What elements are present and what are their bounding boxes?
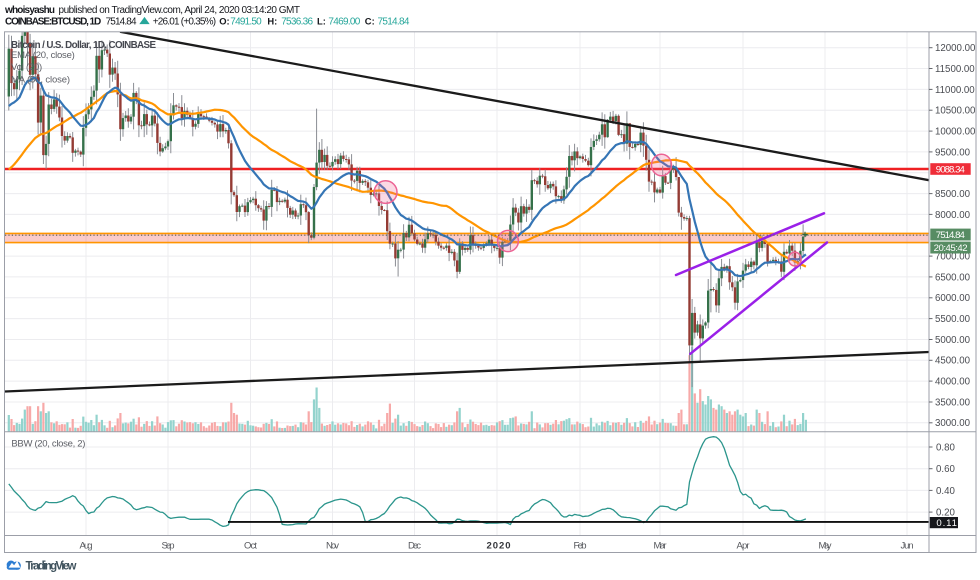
svg-text:3500.00: 3500.00 <box>935 397 971 408</box>
svg-text:O:: O: <box>219 16 229 27</box>
svg-text:Apr: Apr <box>737 540 750 551</box>
svg-text:MA (50, close): MA (50, close) <box>11 74 70 85</box>
svg-text:7000.00: 7000.00 <box>935 252 971 263</box>
svg-text:5000.00: 5000.00 <box>935 335 971 346</box>
svg-text:8500.00: 8500.00 <box>935 189 971 200</box>
svg-text:Mar: Mar <box>654 540 667 551</box>
svg-text:Nov: Nov <box>326 540 339 551</box>
svg-text:7514.84: 7514.84 <box>378 17 410 28</box>
svg-text:0.60: 0.60 <box>936 464 955 475</box>
svg-text:5500.00: 5500.00 <box>935 314 971 325</box>
svg-text:6000.00: 6000.00 <box>935 293 971 304</box>
svg-text:0.11: 0.11 <box>936 518 957 529</box>
svg-text:+26.01 (+0.35%): +26.01 (+0.35%) <box>153 17 216 28</box>
svg-text:BBW (20, close, 2): BBW (20, close, 2) <box>11 439 85 450</box>
svg-text:7536.36: 7536.36 <box>281 17 313 28</box>
svg-text:May: May <box>819 540 832 551</box>
svg-text:11500.00: 11500.00 <box>935 64 975 75</box>
svg-text:9088.34: 9088.34 <box>936 164 966 175</box>
svg-text:TradingView: TradingView <box>26 560 77 572</box>
svg-text:20:45:42: 20:45:42 <box>934 243 968 254</box>
svg-text:H:: H: <box>267 16 277 27</box>
svg-text:3000.00: 3000.00 <box>935 418 971 429</box>
svg-text:4000.00: 4000.00 <box>935 377 971 388</box>
svg-text:C:: C: <box>365 16 375 27</box>
svg-text:6500.00: 6500.00 <box>935 272 971 283</box>
svg-text:10000.00: 10000.00 <box>935 127 976 138</box>
svg-text:9500.00: 9500.00 <box>935 147 971 158</box>
svg-text:Aug: Aug <box>80 540 93 551</box>
svg-text:COINBASE:BTCUSD, 1D: COINBASE:BTCUSD, 1D <box>5 17 101 28</box>
svg-text:7491.50: 7491.50 <box>230 17 262 28</box>
svg-text:L:: L: <box>317 16 326 27</box>
svg-text:published on TradingView.com,: published on TradingView.com, April 24, … <box>59 5 301 16</box>
svg-text:Dec: Dec <box>408 540 421 551</box>
svg-text:EMA (20, close): EMA (20, close) <box>11 50 75 61</box>
svg-text:2020: 2020 <box>487 540 511 551</box>
svg-text:0.40: 0.40 <box>936 486 955 497</box>
svg-text:0.20: 0.20 <box>936 508 955 519</box>
svg-text:7469.00: 7469.00 <box>328 17 360 28</box>
svg-text:Oct: Oct <box>244 540 257 551</box>
svg-text:Sep: Sep <box>162 540 175 551</box>
svg-text:12000.00: 12000.00 <box>935 43 976 54</box>
svg-text:11000.00: 11000.00 <box>935 85 975 96</box>
svg-text:10500.00: 10500.00 <box>935 106 976 117</box>
svg-text:Jun: Jun <box>901 540 914 551</box>
svg-text:7514.84: 7514.84 <box>936 230 966 241</box>
svg-text:0.80: 0.80 <box>936 442 955 453</box>
svg-text:Vol (20): Vol (20) <box>11 62 42 73</box>
svg-text:7514.84: 7514.84 <box>106 17 137 28</box>
svg-text:Bitcoin / U.S. Dollar, 1D, COI: Bitcoin / U.S. Dollar, 1D, COINBASE <box>11 40 156 51</box>
svg-text:whoisyashu: whoisyashu <box>4 5 55 16</box>
svg-text:8000.00: 8000.00 <box>935 210 971 221</box>
svg-text:4500.00: 4500.00 <box>935 356 971 367</box>
svg-text:Feb: Feb <box>574 540 587 551</box>
